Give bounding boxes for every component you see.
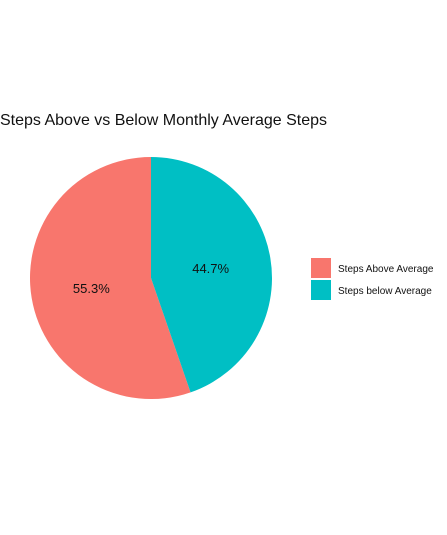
pie-slices — [29, 156, 272, 399]
pie-labels: 55.3% 44.7% — [73, 261, 230, 296]
legend-key-0 — [311, 258, 331, 278]
pie-slice-below-average — [151, 157, 272, 393]
legend-label-1: Steps below Average — [338, 286, 432, 297]
slice-label-above-average: 55.3% — [73, 281, 110, 296]
chart-title: Steps Above vs Below Monthly Average Ste… — [0, 112, 327, 129]
slice-label-below-average: 44.7% — [192, 261, 229, 276]
pie-slice-above-average — [29, 156, 191, 399]
legend-label-0: Steps Above Average — [338, 264, 434, 275]
legend: Steps Above Average Steps below Average — [311, 258, 434, 300]
legend-key-1 — [311, 280, 331, 300]
